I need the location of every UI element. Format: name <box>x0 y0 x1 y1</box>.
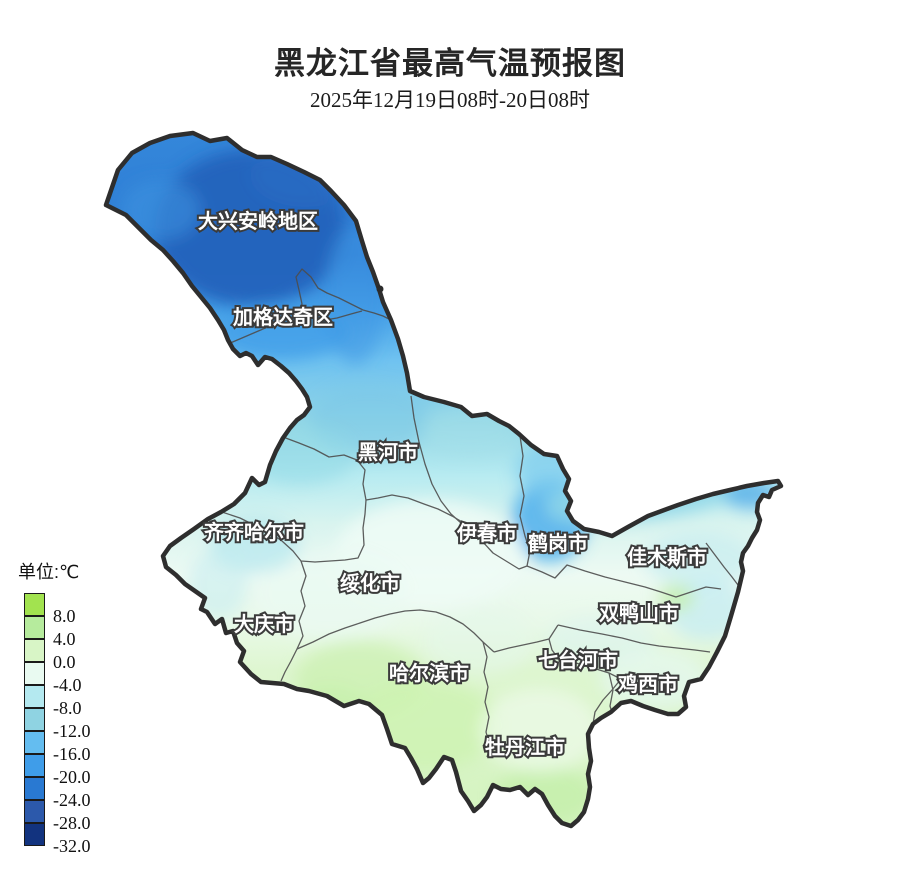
city-boundaries <box>221 268 739 758</box>
legend-tick-1: 4.0 <box>53 629 76 649</box>
legend-color-box-2 <box>24 639 45 662</box>
legend-tick-7: -20.0 <box>53 767 91 787</box>
legend-tick-3: -4.0 <box>53 675 82 695</box>
legend-color-box-8 <box>24 777 45 800</box>
legend-tick-4: -8.0 <box>53 698 82 718</box>
province-border <box>106 133 781 826</box>
region-label-7: 绥化市 <box>340 571 400 595</box>
legend-tick-8: -24.0 <box>53 790 91 810</box>
region-label-9: 大庆市 <box>234 612 294 636</box>
legend-tick-10: -32.0 <box>53 836 91 856</box>
page-title: 黑龙江省最高气温预报图 <box>274 46 626 81</box>
legend-color-box-1 <box>24 616 45 639</box>
legend-color-box-6 <box>24 731 45 754</box>
region-label-1: 加格达奇区 <box>232 305 333 329</box>
region-label-2: 黑河市 <box>358 440 418 464</box>
legend-tick-6: -16.0 <box>53 744 91 764</box>
border-dot <box>376 285 384 293</box>
legend-tick-2: 0.0 <box>53 652 76 672</box>
legend-color-box-9 <box>24 800 45 823</box>
legend-tick-0: 8.0 <box>53 606 76 626</box>
region-label-8: 双鸭山市 <box>599 601 679 625</box>
region-label-10: 七台河市 <box>538 648 618 672</box>
legend-color-box-10 <box>24 823 45 846</box>
legend-color-box-7 <box>24 754 45 777</box>
region-label-3: 齐齐哈尔市 <box>204 520 304 544</box>
legend-color-box-3 <box>24 662 45 685</box>
legend-color-box-5 <box>24 708 45 731</box>
region-label-13: 牡丹江市 <box>485 735 565 759</box>
region-label-11: 鸡西市 <box>617 672 678 696</box>
legend-color-box-4 <box>24 685 45 708</box>
region-label-0: 大兴安岭地区 <box>198 209 318 233</box>
region-label-12: 哈尔滨市 <box>389 661 469 685</box>
page-subtitle: 2025年12月19日08时-20日08时 <box>310 88 590 112</box>
region-label-6: 佳木斯市 <box>627 545 707 569</box>
legend-tick-9: -28.0 <box>53 813 91 833</box>
legend-color-box-0 <box>24 593 45 616</box>
legend-tick-5: -12.0 <box>53 721 91 741</box>
region-label-4: 伊春市 <box>456 521 517 545</box>
region-label-5: 鹤岗市 <box>528 531 588 555</box>
legend-unit-label: 单位:℃ <box>18 562 80 582</box>
